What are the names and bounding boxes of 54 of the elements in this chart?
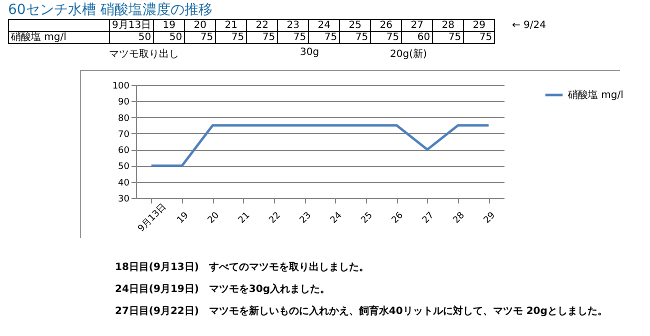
- x-tick-label: 25: [360, 210, 375, 226]
- y-tick-label: 40: [118, 178, 130, 188]
- data-label: 75: [340, 32, 371, 44]
- data-label: 75: [246, 32, 278, 44]
- data-label: 60: [402, 32, 433, 44]
- data-label: 75: [464, 32, 495, 44]
- x-tick-label: 27: [420, 210, 436, 226]
- data-label: 75: [432, 32, 464, 44]
- text: 27日目(9月22日) マツモを新しいものに入れかえ、飼育水40リットルに対して、マツモ 20gとしました。: [115, 304, 608, 319]
- category-label: 28: [442, 20, 454, 31]
- category-label: 19: [162, 20, 176, 31]
- text: 30g: [300, 47, 320, 58]
- category-label: 26: [380, 20, 392, 31]
- y-tick-label: 60: [118, 146, 130, 156]
- data-label: 75: [370, 32, 402, 44]
- text: 18日目(9月13日) すべてのマツモを取り出しました。: [115, 260, 370, 275]
- category-label: 29: [472, 20, 486, 31]
- y-tick-label: 90: [118, 98, 130, 108]
- data-label: 75: [308, 32, 340, 44]
- text: ← 9/24: [512, 20, 546, 31]
- category-label: 27: [410, 20, 424, 31]
- chart-title: 60センチ水槽 硝酸塩濃度の推移: [8, 1, 212, 19]
- y-tick-label: 80: [118, 114, 130, 124]
- category-label: 22: [256, 20, 268, 31]
- text: 24日目(9月19日) マツモを30g入れました。: [115, 282, 332, 297]
- category-label: 23: [286, 20, 300, 31]
- x-tick-label: 29: [482, 210, 498, 226]
- text: 硝酸塩 mg/l: [11, 32, 66, 43]
- x-tick-label: 22: [268, 210, 283, 226]
- x-tick-label: 24: [328, 210, 344, 226]
- y-tick-label: 50: [118, 162, 130, 172]
- y-tick-label: 30: [118, 194, 130, 204]
- data-label: 75: [216, 32, 247, 44]
- category-label: 25: [348, 20, 362, 31]
- category-label: 24: [318, 20, 330, 31]
- category-label: 9月13日: [112, 20, 152, 31]
- data-label: 50: [154, 32, 185, 44]
- legend-label: 硝酸塩 mg/l: [567, 89, 624, 101]
- y-tick-label: 100: [112, 82, 130, 92]
- x-tick-label: 28: [452, 210, 467, 226]
- x-tick-label: 19: [176, 210, 191, 226]
- x-tick-label: 21: [236, 210, 252, 226]
- data-label: 75: [184, 32, 216, 44]
- data-label: 75: [278, 32, 309, 44]
- data-label: 50: [110, 32, 154, 44]
- text: 20g(新): [390, 48, 427, 61]
- x-tick-label: 23: [298, 210, 314, 226]
- text: マツモ取り出し: [109, 48, 179, 61]
- y-tick-label: 70: [118, 130, 130, 140]
- category-label: 21: [224, 20, 238, 31]
- x-tick-label: 26: [390, 210, 406, 226]
- category-label: 20: [194, 20, 206, 31]
- x-tick-label: 20: [206, 210, 222, 226]
- x-tick-label: 9月13日: [136, 202, 169, 234]
